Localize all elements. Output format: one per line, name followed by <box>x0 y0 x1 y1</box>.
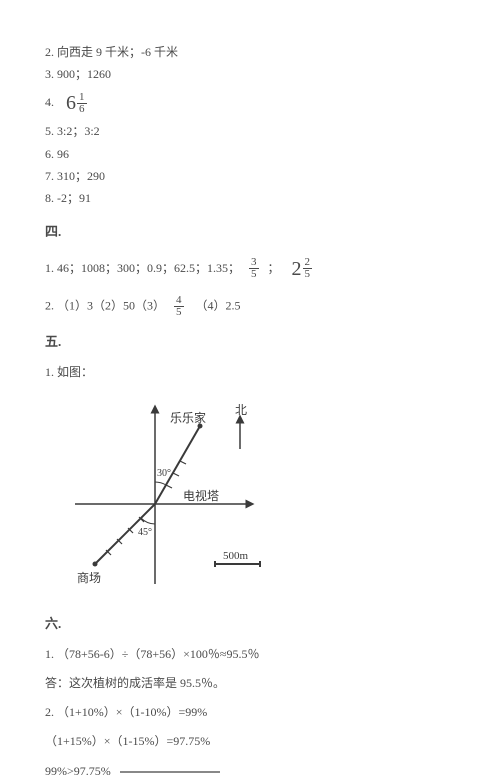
s6-l1: 1. （78+56-6）÷（78+56）×100％≈95.5％ <box>45 645 455 664</box>
section-6-head: 六. <box>45 614 455 635</box>
frac-num: 1 <box>77 92 87 103</box>
s6-l2: 答：这次植树的成活率是 95.5％。 <box>45 674 455 693</box>
s4-f1: 35 <box>249 257 259 280</box>
frac-den: 5 <box>174 306 184 318</box>
frac-den: 5 <box>249 268 259 280</box>
scan-artifact <box>120 771 220 773</box>
s6-l5-text: 99%>97.75% <box>45 764 111 778</box>
frac-num: 3 <box>249 257 259 268</box>
frac-den: 5 <box>303 268 313 280</box>
s6-l3: 2. （1+10%）×（1-10%）=99% <box>45 703 455 722</box>
svg-text:电视塔: 电视塔 <box>183 488 219 503</box>
frac-num: 4 <box>174 295 184 306</box>
svg-text:北: 北 <box>235 403 247 417</box>
s4-line1: 1. 46；1008；300；0.9；62.5；1.35； 35 ； 225 <box>45 253 455 285</box>
s4-f2: 25 <box>303 257 313 280</box>
svg-text:商场: 商场 <box>77 570 101 585</box>
svg-text:500m: 500m <box>223 550 249 562</box>
s4-bigint: 2 <box>292 253 302 285</box>
s4-l1-text: 1. 46；1008；300；0.9；62.5；1.35； <box>45 261 240 275</box>
diagram: 北 乐乐家 30° 商场 45° 电视塔 500m <box>65 394 455 600</box>
s5-line1: 1. 如图： <box>45 363 455 382</box>
ans-6: 6. 96 <box>45 145 455 164</box>
diagram-svg: 北 乐乐家 30° 商场 45° 电视塔 500m <box>65 394 305 594</box>
frac-den: 6 <box>77 103 87 115</box>
s6-l4: （1+15%）×（1-15%）=97.75% <box>45 732 455 751</box>
ans-5: 5. 3:2；3:2 <box>45 122 455 141</box>
ans-2: 2. 向西走 9 千米；-6 千米 <box>45 43 455 62</box>
s4-colon: ； <box>268 261 280 275</box>
s4-l2-b: （4）2.5 <box>196 298 241 312</box>
s4-f3: 45 <box>174 295 184 318</box>
ans-3: 3. 900；1260 <box>45 65 455 84</box>
ans-8: 8. -2；91 <box>45 189 455 208</box>
s6-l5: 99%>97.75% <box>45 762 455 781</box>
ans-4: 4. 616 <box>45 87 455 119</box>
ans-4-int: 6 <box>66 87 76 119</box>
s4-l2-a: 2. （1）3（2）50（3） <box>45 298 165 312</box>
ans-7: 7. 310；290 <box>45 167 455 186</box>
svg-text:45°: 45° <box>138 527 152 538</box>
section-4-head: 四. <box>45 222 455 243</box>
ans-4-frac: 16 <box>77 92 87 115</box>
svg-text:30°: 30° <box>157 468 171 479</box>
ans-4-num: 4. <box>45 95 54 109</box>
s4-line2: 2. （1）3（2）50（3） 45 （4）2.5 <box>45 295 455 318</box>
frac-num: 2 <box>303 257 313 268</box>
section-5-head: 五. <box>45 332 455 353</box>
svg-text:乐乐家: 乐乐家 <box>170 410 206 425</box>
